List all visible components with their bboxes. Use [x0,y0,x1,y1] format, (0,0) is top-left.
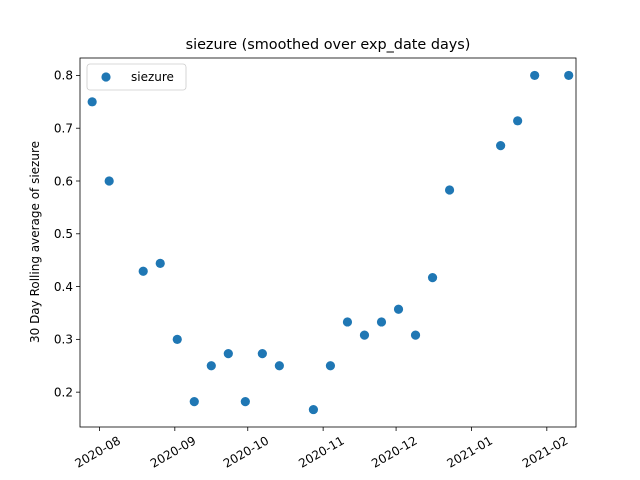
data-point [308,404,319,415]
data-point [410,330,421,340]
y-tick-label: 0.7 [54,122,73,136]
data-point [427,273,438,283]
data-point [325,361,336,371]
y-axis-label: 30 Day Rolling average of siezure [28,141,42,343]
data-point [138,266,148,276]
data-point [444,185,455,195]
data-point [104,176,114,186]
data-point [564,70,574,81]
legend-marker [101,72,111,82]
y-tick-label: 0.4 [54,280,73,294]
data-point [206,361,216,371]
y-tick-label: 0.5 [54,227,73,241]
data-point [87,97,97,107]
axes-frame [79,57,577,428]
y-tick-label: 0.3 [54,333,73,347]
data-point [359,330,370,340]
data-point [155,258,165,268]
data-point [530,70,540,81]
data-point [172,334,182,344]
y-tick-label: 0.8 [54,69,73,83]
legend-label: siezure [131,70,174,84]
data-point [189,397,199,407]
chart-title: siezure (smoothed over exp_date days) [186,37,471,53]
data-point [223,349,233,359]
data-point [274,361,284,371]
data-point [240,397,250,407]
legend-box [86,63,187,91]
y-tick-label: 0.2 [54,385,73,399]
y-tick-label: 0.6 [54,174,73,188]
data-point [257,349,267,359]
data-point [393,304,404,314]
data-point [496,141,506,151]
data-points [87,70,574,415]
legend: siezure [86,63,187,91]
data-point [376,317,387,327]
data-point [342,317,353,327]
data-point [513,116,523,126]
